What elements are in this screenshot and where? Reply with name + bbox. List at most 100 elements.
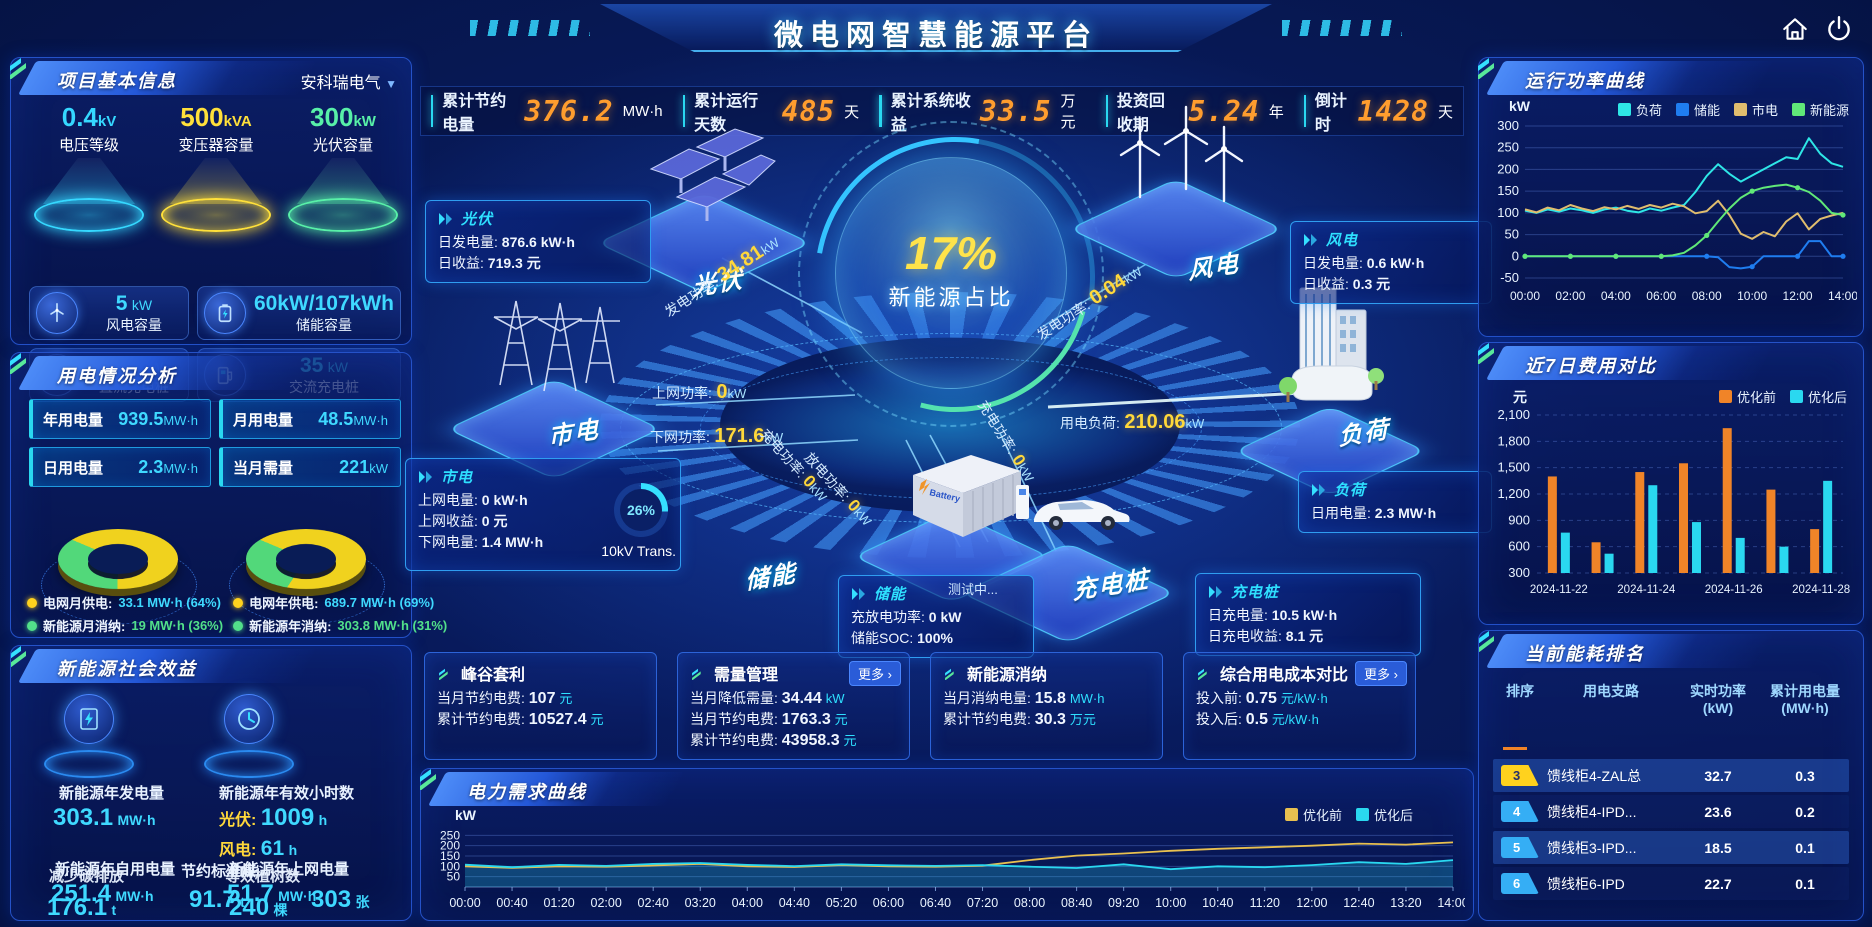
panel-title: 当前能耗排名 (1525, 644, 1645, 664)
chevron-right-icon (1303, 233, 1319, 247)
company-dropdown-value[interactable]: 安科瑞电气 (300, 75, 381, 92)
cumulative-energy: 0.1 (1795, 875, 1815, 892)
chevron-right-icon (851, 587, 867, 601)
panel-corner-icon (10, 645, 34, 667)
wind-turbine-icon (36, 292, 78, 334)
wind-turbines-icon (1119, 105, 1244, 203)
svg-text:12:00: 12:00 (1296, 896, 1327, 910)
pv-info-box: 光伏 日发电量: 876.6 kW·h 日收益: 719.3 元 (425, 200, 651, 283)
table-row[interactable]: 4 馈线柜4-IPD... 23.6 0.2 (1493, 795, 1849, 828)
home-icon[interactable] (1780, 14, 1810, 44)
summary-row-item: 当月节约电费: 1763.3 元 (690, 711, 848, 728)
svg-text:1,200: 1,200 (1497, 486, 1530, 501)
usage-stat-box: 日用电量 2.3MW·h (29, 447, 211, 487)
y-axis-unit: kW (455, 807, 476, 823)
legend-value: 19 MW·h (36%) (131, 618, 224, 633)
cone-base (288, 198, 398, 232)
svg-text:100: 100 (440, 859, 460, 873)
summary-title-text: 需量管理 (714, 667, 779, 684)
legend-square-icon (1284, 808, 1298, 821)
summary-row-item: 当月节约电费: 107 元 (437, 690, 573, 707)
month-energy-donut (33, 493, 203, 624)
header-right-decoration (1282, 20, 1402, 36)
svg-text:03:20: 03:20 (685, 896, 716, 910)
legend-value: 689.7 MW·h (69%) (324, 595, 435, 610)
legend-square-icon (1791, 103, 1805, 116)
svg-text:01:20: 01:20 (543, 896, 574, 910)
more-button[interactable]: 更多 › (849, 661, 901, 686)
carbon-value: 176.1 t (47, 894, 117, 921)
more-button[interactable]: 更多 › (1355, 661, 1407, 686)
ranking-header-cell: 实时功率 (kW) (1690, 683, 1746, 716)
svg-text:600: 600 (1508, 539, 1530, 554)
summary-box-title: 综合用电成本对比 (1196, 661, 1403, 685)
chart-legend-item[interactable]: 优化后 (1355, 805, 1413, 824)
svg-text:300: 300 (1497, 118, 1519, 133)
stat-value: 5.24 (1188, 94, 1260, 128)
svg-text:900: 900 (1508, 512, 1530, 527)
legend-name: 优化前 (1736, 390, 1776, 405)
pv-hours: 光伏: 1009 h (219, 804, 328, 831)
summary-box-title: 新能源消纳 (943, 661, 1150, 685)
cumulative-energy: 0.1 (1795, 839, 1815, 856)
chevron-down-icon[interactable]: ▼ (385, 77, 397, 91)
chart-legend-item[interactable]: 新能源 (1791, 100, 1849, 119)
table-row[interactable]: 5 馈线柜3-IPD... 18.5 0.1 (1493, 831, 1849, 864)
chart-legend-item[interactable]: 储能 (1675, 100, 1720, 119)
annual-generation-value: 303.1 MW·h (53, 804, 156, 831)
cone-value: 500kVA (180, 102, 252, 132)
load-power-flow: 用电负荷: 210.06kW (1060, 411, 1205, 433)
chart-legend-item[interactable]: 优化后 (1789, 387, 1847, 406)
svg-text:2024-11-22: 2024-11-22 (1530, 584, 1588, 596)
company-dropdown[interactable]: 安科瑞电气 ▼ (301, 69, 397, 93)
panel-title: 用电情况分析 (57, 366, 177, 386)
coal-label: 节约标准煤 (181, 863, 257, 880)
transformer-gauge-label: 10kV Trans. (601, 543, 676, 559)
legend-name: 优化后 (1807, 390, 1847, 405)
load-info-box: 负荷 日用电量: 2.3 MW·h (1298, 471, 1492, 533)
corner-flag-icon (943, 666, 959, 680)
legend-dot-icon (27, 620, 37, 631)
summary-row-item: 投入前: 0.75 元/kW·h (1196, 690, 1328, 707)
capacity-card-label: 储能容量 (295, 316, 352, 333)
legend-value: 33.1 MW·h (64%) (118, 595, 221, 610)
legend-name: 储能 (1693, 103, 1720, 118)
rank-badge: 6 (1501, 873, 1539, 894)
chart-legend-item[interactable]: 优化前 (1718, 387, 1776, 406)
realtime-power: 18.5 (1704, 839, 1732, 856)
top-stat-item: 累计系统收益 33.5 万元 (869, 87, 1095, 135)
rank-badge: 4 (1501, 801, 1539, 822)
chart-legend-item[interactable]: 优化前 (1284, 805, 1342, 824)
svg-text:2024-11-26: 2024-11-26 (1705, 584, 1763, 596)
social-benefit-panel: 新能源社会效益 新能源年发电量 303.1 MW·h 新能源年有效小时数 光伏:… (10, 645, 412, 921)
svg-text:2,100: 2,100 (1497, 407, 1530, 422)
power-icon[interactable] (1824, 14, 1854, 44)
panel-corner-icon (418, 764, 444, 790)
trees-label: 等效植树数 (225, 868, 301, 885)
table-row[interactable]: 6 馈线柜6-IPD 22.7 0.1 (1493, 867, 1849, 900)
demand-curve-panel: 电力需求曲线 kW 优化前 优化后 50 100 150 200 250 00:00 00:4… (420, 768, 1474, 921)
svg-text:12:40: 12:40 (1343, 896, 1374, 910)
chart-legend-item[interactable]: 负荷 (1617, 100, 1662, 119)
panel-corner-icon (8, 53, 34, 79)
svg-text:150: 150 (1497, 183, 1519, 198)
corner-flag-icon (437, 666, 453, 680)
svg-text:07:20: 07:20 (967, 896, 998, 910)
summary-box-title: 峰谷套利 (437, 661, 644, 685)
chart-legend-item[interactable]: 市电 (1733, 100, 1778, 119)
capacity-card-value: 5 kW (115, 291, 153, 315)
realtime-power: 32.7 (1704, 767, 1732, 784)
usage-stats: 年用电量 939.5MW·h 月用电量 48.5MW·h 日用电量 2.3MW·h 当月需量… (29, 399, 401, 487)
y-axis-unit: 元 (1513, 389, 1527, 405)
stat-unit: MW·h (622, 102, 663, 120)
realtime-power: 23.6 (1704, 803, 1732, 820)
stat-unit: 天 (844, 103, 860, 121)
svg-text:300: 300 (1508, 565, 1530, 580)
usage-stat-label: 年用电量 (43, 411, 104, 429)
coal-value: 91.7 t (189, 886, 245, 913)
corner-flag-icon (690, 666, 706, 680)
panel-corner-icon (1476, 338, 1502, 364)
table-row[interactable]: 3 馈线柜4-ZAL总 32.7 0.3 (1493, 759, 1849, 792)
summary-title-text: 综合用电成本对比 (1220, 667, 1349, 684)
stat-value: 376.2 (524, 94, 614, 128)
